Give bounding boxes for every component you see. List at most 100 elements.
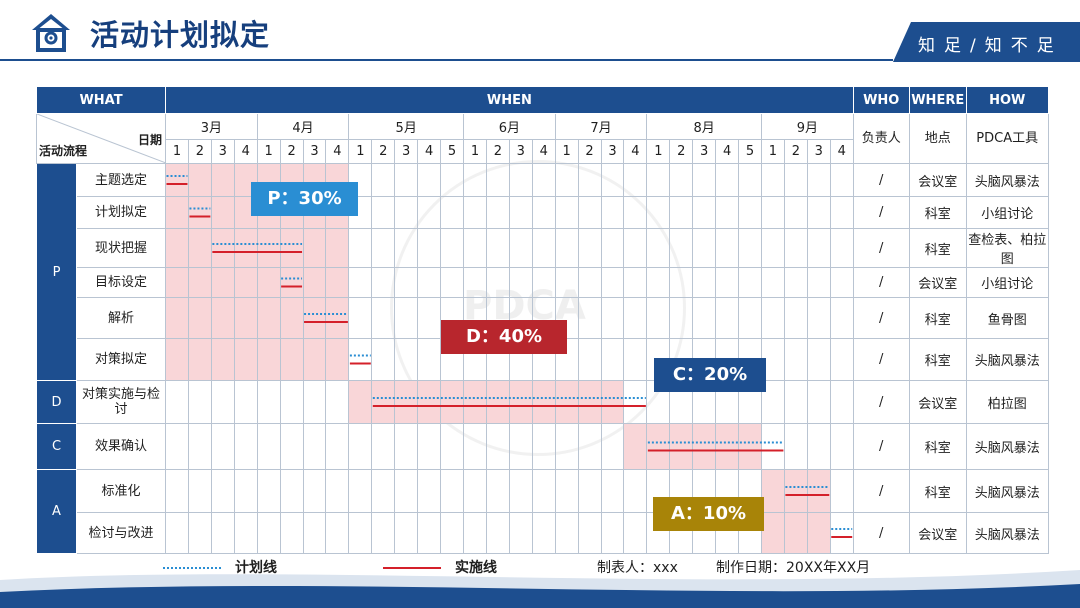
responsible-person: / <box>852 228 910 268</box>
month-label: 6月 <box>463 113 556 140</box>
schedule-cell <box>302 338 327 381</box>
schedule-cell <box>738 267 762 298</box>
schedule-cell <box>187 338 212 381</box>
schedule-cell <box>165 512 189 554</box>
schedule-cell <box>531 196 556 229</box>
schedule-cell <box>829 380 854 424</box>
schedule-cell <box>417 512 442 554</box>
schedule-cell <box>302 267 327 298</box>
schedule-cell <box>738 163 762 197</box>
schedule-cell <box>210 380 235 424</box>
schedule-cell <box>394 267 419 298</box>
schedule-cell <box>715 267 740 298</box>
step-name: 标准化 <box>75 469 167 513</box>
table-date: 制作日期：20XX年XX月 <box>716 560 871 576</box>
schedule-cell <box>279 297 304 339</box>
schedule-cell <box>187 163 212 197</box>
schedule-cell <box>485 267 510 298</box>
step-name: 解析 <box>75 297 167 339</box>
schedule-cell <box>187 423 212 470</box>
plan-line-label: 计划线 <box>235 560 277 576</box>
schedule-cell <box>760 163 785 197</box>
schedule-cell <box>165 163 189 197</box>
schedule-cell <box>325 469 350 513</box>
step-name: 检讨与改进 <box>75 512 167 554</box>
schedule-cell <box>394 297 419 339</box>
schedule-cell <box>646 163 671 197</box>
schedule-cell <box>165 469 189 513</box>
week-label: 3 <box>600 139 625 164</box>
location: 会议室 <box>908 163 967 197</box>
schedule-cell <box>394 423 419 470</box>
schedule-cell <box>417 423 442 470</box>
schedule-cell <box>463 196 487 229</box>
schedule-cell <box>692 228 717 268</box>
schedule-cell <box>440 228 464 268</box>
week-label: 3 <box>394 139 419 164</box>
schedule-cell <box>348 423 373 470</box>
schedule-cell <box>165 267 189 298</box>
schedule-cell <box>485 196 510 229</box>
table-row: 检讨与改进 / 会议室 头脑风暴法 <box>37 512 1049 554</box>
week-label: 2 <box>669 139 694 164</box>
schedule-cell <box>394 163 419 197</box>
month-label: 4月 <box>256 113 350 140</box>
schedule-cell <box>187 512 212 554</box>
schedule-cell <box>715 163 740 197</box>
schedule-cell <box>829 512 854 554</box>
week-label: 4 <box>715 139 740 164</box>
schedule-cell <box>806 228 831 268</box>
schedule-cell <box>783 297 808 339</box>
schedule-cell <box>279 380 304 424</box>
schedule-cell <box>485 423 510 470</box>
schedule-cell <box>302 512 327 554</box>
schedule-cell <box>531 163 556 197</box>
step-name: 对策实施与检讨 <box>75 380 167 424</box>
corner-flow-label: 活动流程 <box>39 144 88 158</box>
schedule-cell <box>371 267 396 298</box>
schedule-cell <box>577 196 602 229</box>
week-label: 4 <box>829 139 854 164</box>
schedule-cell <box>600 297 625 339</box>
schedule-cell <box>577 512 602 554</box>
schedule-cell <box>577 163 602 197</box>
schedule-cell <box>623 267 648 298</box>
schedule-cell <box>806 423 831 470</box>
schedule-cell <box>760 512 785 554</box>
table-row: 目标设定 / 会议室 小组讨论 <box>37 267 1049 298</box>
pdca-tool: 查检表、柏拉图 <box>965 228 1049 268</box>
schedule-cell <box>669 297 694 339</box>
slide-header: 活动计划拟定 知足/知不足 <box>0 0 1080 62</box>
schedule-cell <box>738 228 762 268</box>
schedule-cell <box>715 196 740 229</box>
actual-line-label: 实施线 <box>455 560 497 576</box>
schedule-cell <box>371 423 396 470</box>
location: 会议室 <box>908 380 967 424</box>
schedule-cell <box>325 267 350 298</box>
schedule-cell <box>806 469 831 513</box>
schedule-cell <box>187 196 212 229</box>
week-label: 1 <box>463 139 487 164</box>
schedule-cell <box>302 228 327 268</box>
responsible-person: / <box>852 338 910 381</box>
schedule-cell <box>783 196 808 229</box>
pdca-tool: 头脑风暴法 <box>965 423 1049 470</box>
schedule-cell <box>600 163 625 197</box>
schedule-cell <box>554 163 579 197</box>
schedule-cell <box>210 469 235 513</box>
schedule-cell <box>715 297 740 339</box>
schedule-cell <box>829 163 854 197</box>
schedule-cell <box>669 267 694 298</box>
table-row: 计划拟定 / 科室 小组讨论 <box>37 196 1049 229</box>
schedule-cell <box>417 469 442 513</box>
schedule-cell <box>623 163 648 197</box>
week-label: 3 <box>210 139 235 164</box>
schedule-cell <box>554 267 579 298</box>
step-name: 现状把握 <box>75 228 167 268</box>
schedule-cell <box>738 297 762 339</box>
schedule-cell <box>394 380 419 424</box>
table-row: P 主题选定 / 会议室 头脑风暴法 <box>36 163 1049 381</box>
schedule-cell <box>279 423 304 470</box>
week-label: 4 <box>417 139 442 164</box>
pdca-tool: 柏拉图 <box>965 380 1049 424</box>
